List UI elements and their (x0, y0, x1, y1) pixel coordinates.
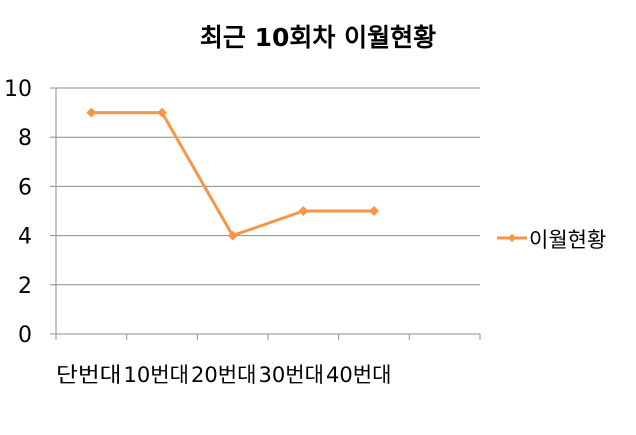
x-tick-label: 10번대 (124, 363, 190, 387)
data-point (157, 107, 167, 118)
axes (50, 87, 481, 340)
x-tick-label: 단번대 (56, 363, 122, 387)
chart-title: 최근 10회차 이월현황 (200, 23, 436, 52)
x-tick-label: 30번대 (259, 363, 325, 387)
gridlines (56, 87, 480, 286)
x-tick-labels: 단번대 10번대 20번대 30번대 40번대 (56, 363, 392, 387)
y-tick-label: 10 (4, 77, 32, 102)
y-tick-label: 4 (18, 225, 32, 250)
y-tick-label: 8 (18, 126, 32, 151)
data-point (86, 107, 97, 118)
data-point (369, 206, 379, 216)
data-point (227, 230, 238, 241)
data-point (298, 206, 309, 216)
legend-marker (507, 233, 517, 243)
x-tick-label: 40번대 (326, 363, 392, 387)
y-tick-labels: 0 2 4 6 8 10 (4, 77, 32, 348)
series-line (91, 111, 374, 238)
x-tick-label: 20번대 (191, 363, 257, 387)
legend: 이월현황 (497, 228, 606, 252)
y-tick-label: 6 (18, 175, 32, 200)
y-tick-label: 2 (18, 274, 32, 299)
legend-label: 이월현황 (529, 228, 606, 252)
y-tick-label: 0 (18, 323, 32, 348)
series-layer (86, 107, 379, 241)
